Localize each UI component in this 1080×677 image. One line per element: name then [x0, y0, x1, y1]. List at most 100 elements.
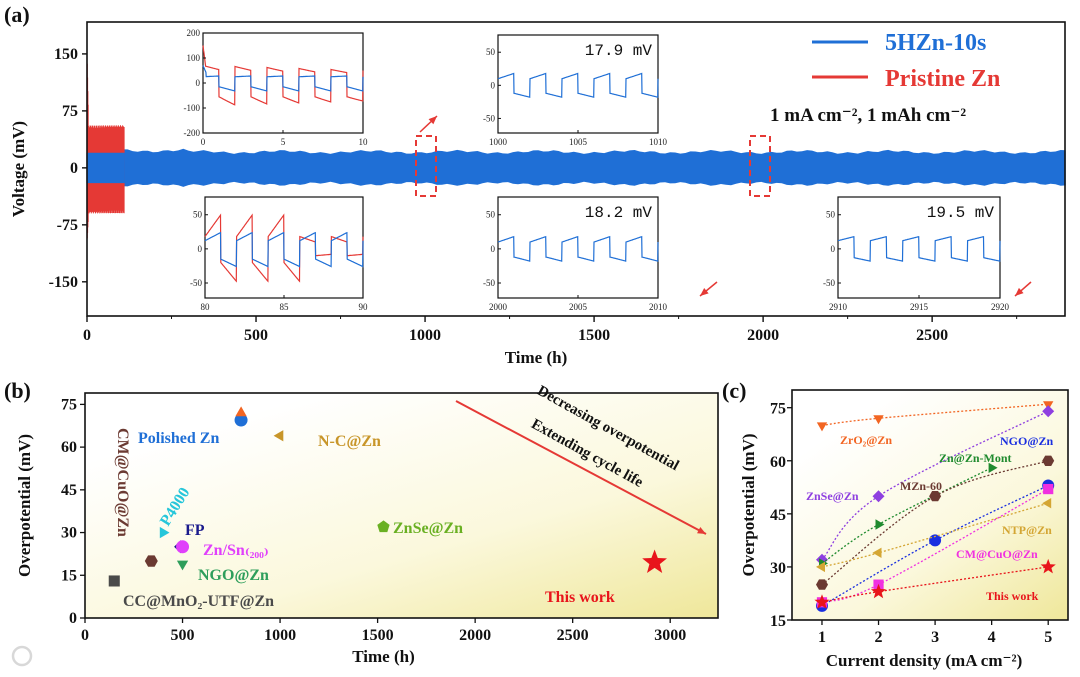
panel-label-c: (c): [722, 378, 746, 403]
data-point-cm-cuo-zn: [1043, 483, 1054, 495]
data-point-ngo-zn: [929, 534, 942, 547]
y-tick-label-b: 15: [61, 567, 77, 584]
data-point-znse-zn: [377, 520, 390, 533]
data-point-label: Polished Zn: [138, 430, 219, 447]
inset-x-tick-label: 85: [280, 302, 290, 312]
x-tick-label-c: 5: [1044, 629, 1052, 646]
y-axis-title-a: Voltage (mV): [9, 121, 28, 217]
data-point-cc-mno-utf-zn: [108, 575, 120, 587]
x-tick-label-b: 1500: [362, 627, 394, 644]
data-point-ntp-zn: [816, 561, 825, 573]
series-label: Zn@Zn-Mont: [939, 451, 1012, 465]
series-label: ZrO₂@Zn: [840, 433, 892, 447]
data-point-label: CM@CuO@Zn: [114, 428, 131, 537]
series-line-1: [821, 410, 1049, 561]
inset-y-tick-label: -200: [184, 128, 201, 138]
y-tick-label-c: 60: [770, 454, 786, 471]
panel-label-a: (a): [4, 2, 30, 27]
x-tick-label-c: 4: [988, 629, 996, 646]
zoom-arrow-head: [428, 116, 437, 125]
plot-frame-a: [86, 21, 1066, 317]
inset-x-tick-label: 2915: [910, 302, 929, 312]
inset-y-tick-label: 50: [193, 210, 203, 220]
y-tick-label-a: 75: [62, 103, 78, 120]
inset-x-tick-label: 90: [359, 302, 369, 312]
inset-y-tick-label: 0: [198, 244, 203, 254]
inset-y-tick-label: 0: [491, 80, 496, 90]
test-condition-label: 1 mA cm⁻², 1 mAh cm⁻²: [770, 105, 966, 126]
data-point-mzn-60: [1042, 455, 1055, 466]
plot-frame-b: [84, 392, 719, 619]
data-point-n-c-zn: [273, 430, 284, 442]
series-label: ZnSe@Zn: [806, 489, 859, 503]
inset-y-tick-label: -100: [184, 103, 201, 113]
x-axis-title-a: Time (h): [505, 348, 568, 367]
series-line-7: [821, 566, 1049, 603]
series-pristine-zn-trace: [86, 50, 125, 244]
inset-y-tick-label: 200: [187, 28, 201, 38]
inset-x-tick-label: 0: [201, 137, 206, 147]
series-label: CM@CuO@Zn: [956, 547, 1038, 561]
y-tick-label-c: 75: [770, 401, 786, 418]
inset-trace: [497, 72, 659, 99]
inset-y-tick-label: 50: [486, 47, 496, 57]
x-tick-label-a: 2500: [916, 327, 948, 344]
series-label: NGO@Zn: [1000, 434, 1054, 448]
zoom-arrow-head: [700, 288, 709, 296]
inset-y-tick-label: -50: [823, 278, 835, 288]
x-tick-label-b: 3000: [654, 627, 686, 644]
inset-y-tick-label: 50: [486, 210, 496, 220]
y-tick-label-c: 30: [770, 560, 786, 577]
inset-x-tick-label: 2000: [489, 302, 508, 312]
y-tick-label-b: 0: [69, 610, 77, 627]
inset-x-tick-label: 80: [201, 302, 211, 312]
inset-plot: 2000 2005 2010 50 0 -50 18.2 mV: [483, 196, 668, 312]
inset-x-tick-label: 1005: [569, 137, 588, 147]
data-point-label: FP: [185, 522, 205, 539]
data-point-this-work: [870, 583, 887, 599]
y-tick-label-b: 75: [61, 396, 77, 413]
data-point-label: CC@MnO₂-UTF@Zn: [123, 593, 274, 610]
data-point-zro-zn: [873, 415, 884, 425]
inset-x-tick-label: 2910: [829, 302, 848, 312]
y-tick-label-c: 15: [770, 613, 786, 630]
data-point-mzn-60: [929, 491, 942, 502]
data-point-polished-zn: [234, 413, 248, 427]
inset-x-tick-label: 2920: [991, 302, 1010, 312]
data-point-this-work: [814, 594, 830, 609]
series-line-0: [821, 403, 1049, 427]
inset-y-tick-label: 100: [187, 53, 201, 63]
inset-trace: [202, 45, 364, 106]
x-axis-title-b: Time (h): [352, 647, 415, 666]
data-point-ntp-zn: [872, 547, 882, 558]
series-5hzn-10s-early-trace: [86, 152, 125, 184]
legend-label-5hzn: 5HZn-10s: [885, 30, 986, 56]
data-point-mzn-60: [816, 579, 828, 590]
data-point-this-work: [1040, 558, 1056, 574]
data-point-cm-cuo-zn: [144, 555, 158, 567]
inset-x-tick-label: 5: [281, 137, 286, 147]
series-line-6: [821, 488, 1049, 603]
inset-overpotential-label: 17.9 mV: [585, 42, 653, 60]
inset-overpotential-label: 19.5 mV: [927, 204, 995, 222]
x-tick-label-b: 500: [171, 627, 195, 644]
x-tick-label-a: 500: [244, 327, 268, 344]
y-tick-label-b: 45: [61, 482, 77, 499]
watermark-logo-icon: [11, 645, 33, 667]
x-tick-label-b: 0: [81, 627, 89, 644]
x-tick-label-b: 2000: [459, 627, 491, 644]
data-point-label: N-C@Zn: [318, 433, 381, 450]
series-line-3: [821, 467, 992, 564]
y-tick-label-a: -75: [57, 217, 78, 234]
data-point-znf-zn: [235, 406, 247, 417]
data-point-p4000: [159, 526, 170, 539]
inset-y-tick-label: 0: [831, 244, 836, 254]
inset-trace: [497, 235, 659, 262]
data-point-label: ZnSe@Zn: [393, 520, 463, 537]
x-tick-label-a: 2000: [747, 327, 779, 344]
data-point-zro-zn: [816, 422, 828, 432]
inset-plot: 80 85 90 50 0 -50: [190, 196, 369, 312]
data-point-label: This work: [545, 589, 615, 606]
inset-x-tick-label: 2005: [569, 302, 588, 312]
series-line-4: [821, 460, 1049, 586]
